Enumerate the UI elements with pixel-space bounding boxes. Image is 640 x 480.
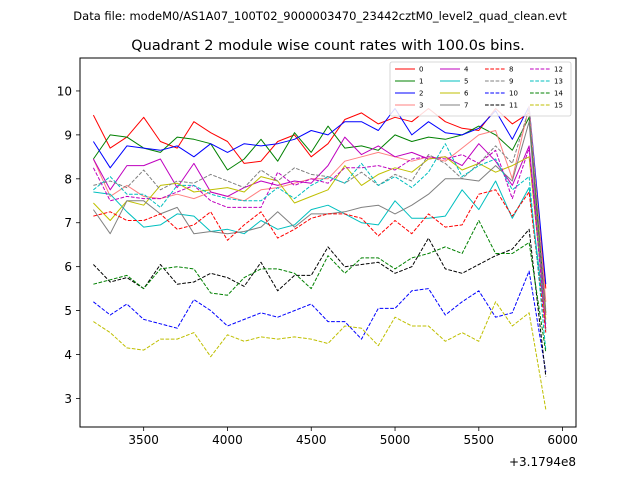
- x-axis-ticks: 3500 4000 4500 5000 5500 6000: [128, 427, 578, 447]
- x-tick-label: 5000: [380, 433, 411, 447]
- x-tick-label: 3500: [128, 433, 159, 447]
- y-tick-label: 9: [64, 128, 72, 142]
- legend-label-2: 2: [419, 90, 423, 98]
- plot-lines: [92, 105, 547, 410]
- legend-label-13: 13: [554, 78, 563, 86]
- series-line-6: [93, 156, 547, 320]
- y-tick-label: 3: [64, 392, 72, 406]
- series-line-8: [93, 189, 547, 333]
- y-tick-label: 8: [64, 172, 72, 186]
- legend-label-11: 11: [509, 102, 518, 110]
- legend-label-10: 10: [509, 90, 518, 98]
- series-line-11: [93, 228, 547, 377]
- series-line-13: [93, 143, 547, 351]
- series-line-12: [92, 147, 547, 329]
- series-line-7: [92, 121, 547, 331]
- x-axis-offset-label: +3.1794e8: [509, 455, 576, 469]
- suptitle: Data file: modeM0/AS1A07_100T02_90000034…: [73, 9, 567, 23]
- axes: [79, 57, 577, 428]
- legend-label-6: 6: [464, 90, 469, 98]
- legend-frame: [389, 61, 572, 117]
- legend-label-5: 5: [464, 78, 468, 86]
- legend-label-7: 7: [464, 102, 468, 110]
- series-line-2: [92, 105, 547, 285]
- legend-label-15: 15: [554, 102, 563, 110]
- legend-label-0: 0: [419, 66, 423, 74]
- y-tick-label: 6: [64, 260, 72, 274]
- legend-label-12: 12: [554, 66, 563, 74]
- legend-label-9: 9: [509, 78, 513, 86]
- x-tick-label: 5500: [464, 433, 495, 447]
- series-line-15: [93, 301, 547, 410]
- x-tick-label: 4500: [296, 433, 327, 447]
- axes-frame: [79, 57, 577, 428]
- legend-label-4: 4: [464, 66, 469, 74]
- x-tick-label: 4000: [212, 433, 243, 447]
- chart-title: Quadrant 2 module wise count rates with …: [131, 38, 525, 54]
- x-tick-label: 6000: [547, 433, 578, 447]
- series-line-5: [93, 180, 547, 324]
- series-line-4: [92, 136, 547, 316]
- y-tick-label: 4: [64, 348, 72, 362]
- y-tick-label: 7: [64, 216, 72, 230]
- legend-label-3: 3: [419, 102, 423, 110]
- series-line-14: [93, 220, 547, 353]
- y-axis-ticks: 3 4 5 6 7 8 9 10: [57, 84, 80, 406]
- y-tick-label: 10: [57, 84, 72, 98]
- legend-label-8: 8: [509, 66, 513, 74]
- legend-label-1: 1: [419, 78, 423, 86]
- series-line-10: [93, 270, 547, 373]
- series-line-1: [92, 116, 547, 313]
- legend-label-14: 14: [554, 90, 563, 98]
- y-tick-label: 5: [64, 304, 72, 318]
